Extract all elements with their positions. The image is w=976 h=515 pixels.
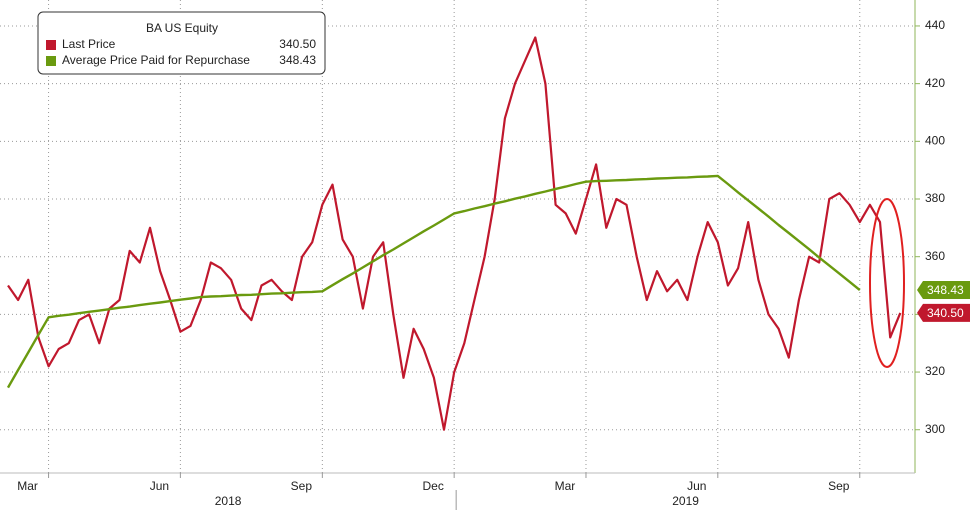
series-line xyxy=(7,36,902,431)
year-label: 2018 xyxy=(215,494,242,508)
x-tick-label: Sep xyxy=(291,479,313,493)
legend-swatch xyxy=(46,40,56,50)
legend-value: 340.50 xyxy=(279,37,316,51)
x-tick-label: Dec xyxy=(422,479,443,493)
last-value-tag xyxy=(917,281,970,300)
y-tick-label: 380 xyxy=(925,191,945,205)
legend-title: BA US Equity xyxy=(146,21,218,35)
y-tick-label: 440 xyxy=(925,18,945,32)
y-tick-label: 300 xyxy=(925,422,945,436)
y-tick-label: 360 xyxy=(925,249,945,263)
x-tick-label: Jun xyxy=(150,479,169,493)
last-value-label: 348.43 xyxy=(927,283,964,297)
x-tick-label: Sep xyxy=(828,479,850,493)
series-line xyxy=(6,174,861,389)
legend-value: 348.43 xyxy=(279,53,316,67)
x-tick-label: Mar xyxy=(555,479,576,493)
last-value-tag xyxy=(917,303,970,322)
highlight-ellipse xyxy=(869,198,905,368)
legend: BA US Equity xyxy=(37,11,326,75)
x-tick-label: Jun xyxy=(687,479,706,493)
legend-box xyxy=(37,11,326,75)
legend-swatch xyxy=(46,56,56,66)
year-label: 2019 xyxy=(672,494,699,508)
legend-label: Average Price Paid for Repurchase xyxy=(62,53,250,67)
last-value-label: 340.50 xyxy=(927,306,964,320)
y-tick-label: 420 xyxy=(925,76,945,90)
legend-label: Last Price xyxy=(62,37,116,51)
y-tick-label: 320 xyxy=(925,364,945,378)
x-tick-label: Mar xyxy=(17,479,38,493)
y-tick-label: 400 xyxy=(925,133,945,147)
